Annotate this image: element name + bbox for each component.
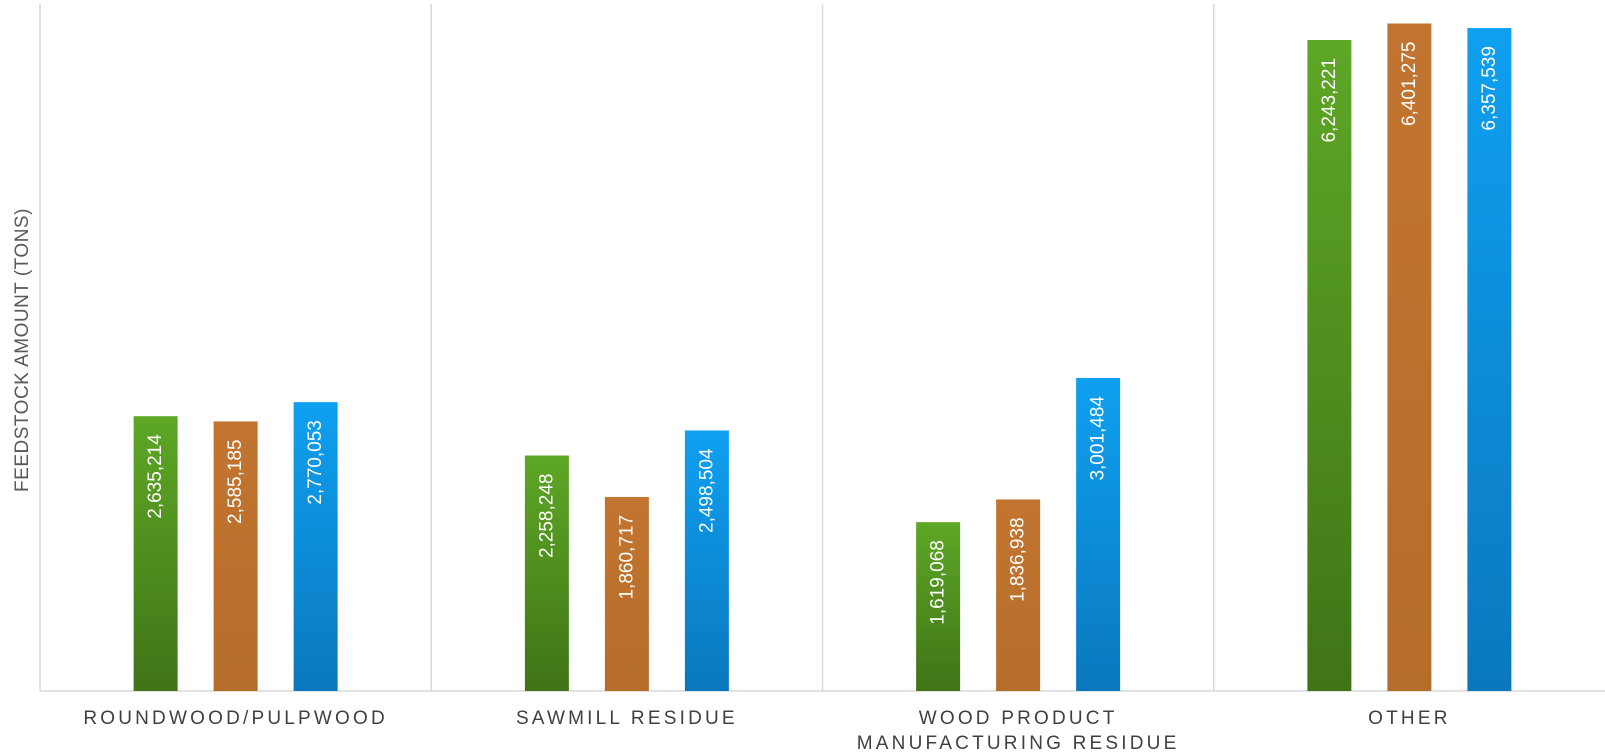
bar <box>1467 28 1512 691</box>
data-label: 1,860,717 <box>616 515 637 600</box>
bar <box>293 402 338 691</box>
data-label: 2,635,214 <box>145 434 166 519</box>
data-label: 2,585,185 <box>225 439 246 524</box>
data-label: 2,770,053 <box>305 420 326 505</box>
data-label: 2,498,504 <box>696 448 717 533</box>
bars-group <box>133 23 1512 692</box>
bar <box>916 522 961 691</box>
bar <box>213 421 258 691</box>
category-separators <box>39 4 1215 691</box>
data-label: 2,258,248 <box>536 474 557 559</box>
bar <box>604 496 649 691</box>
bar <box>684 430 729 691</box>
bar <box>1307 39 1352 692</box>
data-label: 6,243,221 <box>1319 58 1340 143</box>
data-label: 1,619,068 <box>928 540 949 625</box>
data-labels-group: 2,635,214 2,585,185 2,770,053 2,258,248 1,86… <box>145 42 1500 625</box>
bar <box>524 455 569 691</box>
data-label: 6,357,539 <box>1479 46 1500 131</box>
data-label: 1,836,938 <box>1008 517 1029 602</box>
bar <box>1076 378 1121 691</box>
category-label: OTHER <box>1368 708 1451 729</box>
category-label: SAWMILL RESIDUE <box>516 708 738 729</box>
data-label: 6,401,275 <box>1399 42 1420 127</box>
category-label: WOOD PRODUCT <box>919 708 1118 729</box>
data-label: 3,001,484 <box>1088 396 1109 481</box>
bar <box>133 416 178 691</box>
bar <box>996 499 1041 691</box>
category-label: ROUNDWOOD/PULPWOOD <box>83 708 388 729</box>
bar <box>1387 23 1432 691</box>
category-labels-group: ROUNDWOOD/PULPWOOD SAWMILL RESIDUE WOOD PR… <box>83 708 1451 753</box>
y-axis-title: FEEDSTOCK AMOUNT (TONS) <box>12 208 33 492</box>
category-label: MANUFACTURING RESIDUE <box>857 733 1180 753</box>
